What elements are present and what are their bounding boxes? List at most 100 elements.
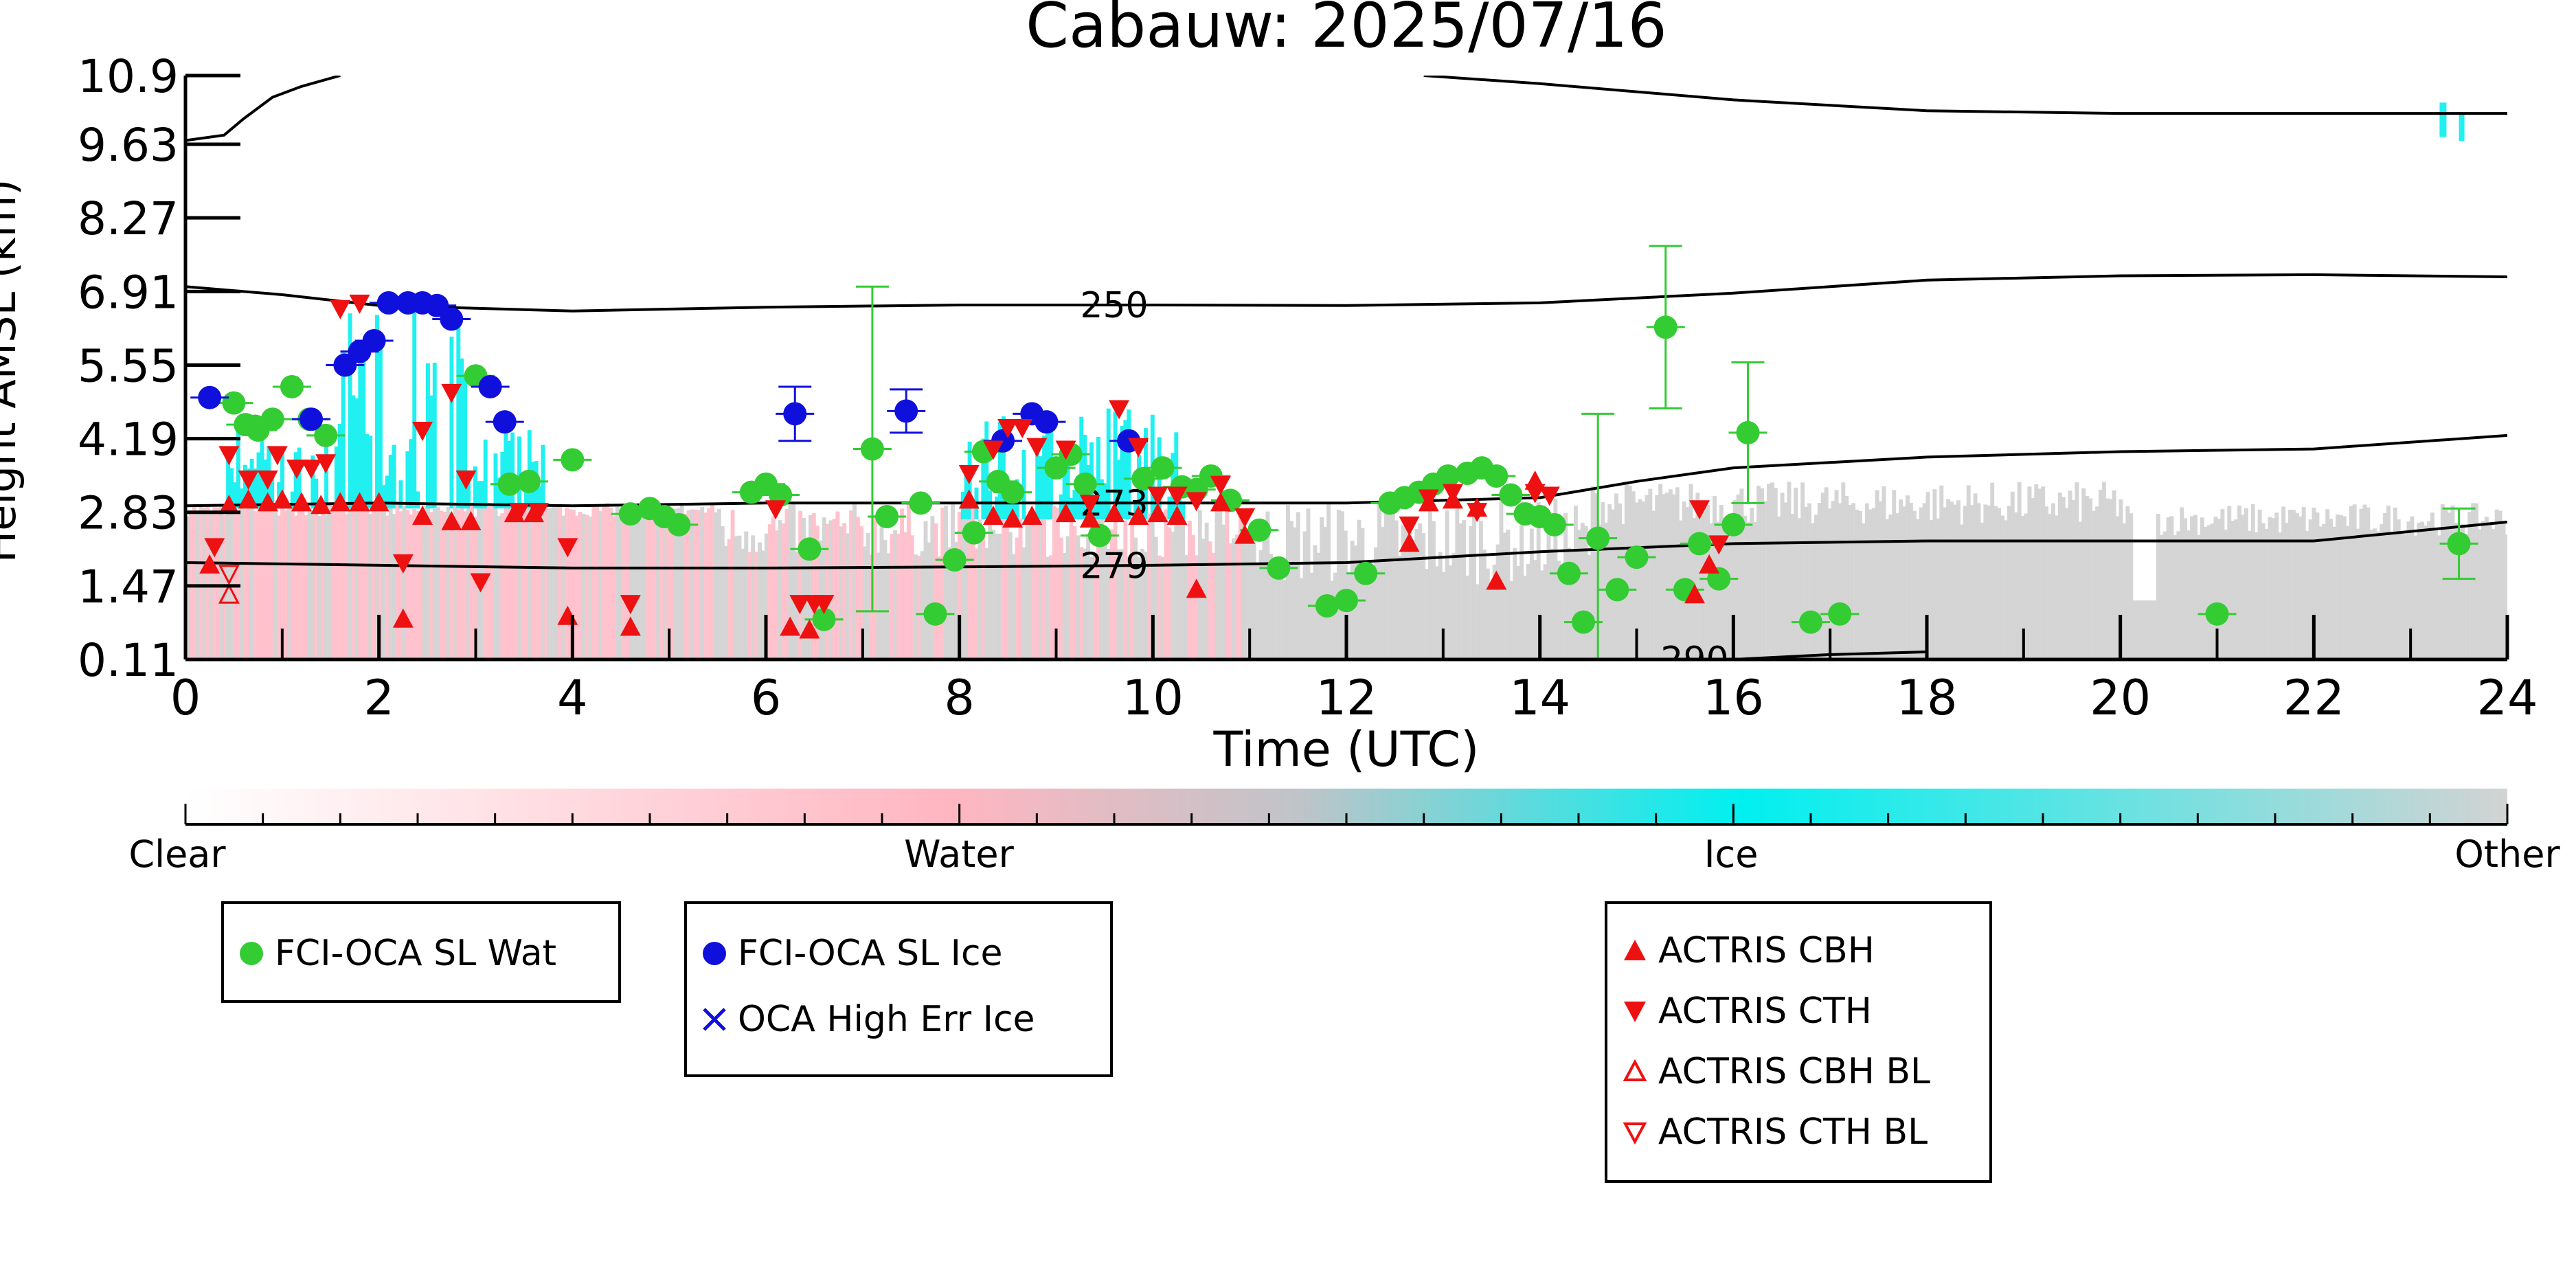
- background-column: [978, 519, 982, 659]
- background-column: [1052, 506, 1057, 659]
- background-column: [1059, 537, 1063, 659]
- background-column: [554, 507, 559, 659]
- background-column: [805, 544, 809, 659]
- background-column: [1218, 508, 1223, 659]
- background-column: [1174, 522, 1179, 659]
- data-point: [1399, 516, 1420, 536]
- blue-circle-marker-icon: [703, 942, 726, 965]
- background-column: [1956, 500, 1961, 659]
- background-column: [490, 504, 495, 659]
- ice-streak: [456, 322, 461, 509]
- background-column: [622, 506, 626, 659]
- data-point: [942, 548, 967, 572]
- background-column: [439, 510, 444, 659]
- background-column: [2342, 516, 2347, 659]
- background-column: [1062, 552, 1067, 659]
- background-column: [2491, 528, 2496, 659]
- background-column: [1760, 488, 1764, 659]
- background-column: [1641, 501, 1646, 659]
- background-column: [429, 512, 433, 659]
- data-point: [493, 410, 517, 434]
- ice-streak: [229, 468, 234, 509]
- background-column: [1181, 504, 1186, 659]
- data-point: [1708, 535, 1730, 555]
- background-column: [998, 533, 1002, 659]
- background-column: [354, 506, 359, 659]
- background-column: [2308, 519, 2313, 659]
- background-column: [1177, 510, 1182, 659]
- background-column: [1513, 547, 1517, 659]
- background-column: [1116, 549, 1121, 659]
- background-column: [2484, 517, 2489, 659]
- background-column: [2332, 526, 2337, 659]
- background-column: [1025, 525, 1030, 659]
- background-column: [1001, 508, 1006, 659]
- background-column: [1925, 492, 1930, 659]
- background-column: [2498, 510, 2502, 659]
- background-column: [2034, 484, 2039, 659]
- background-column: [1560, 580, 1565, 659]
- background-column: [270, 508, 275, 659]
- background-column: [815, 526, 820, 659]
- background-column: [1553, 499, 1558, 659]
- background-column: [307, 508, 312, 659]
- background-column: [971, 506, 975, 659]
- legend-label: ACTRIS CTH BL: [1658, 1111, 1928, 1153]
- background-column: [2210, 523, 2215, 659]
- background-column: [1665, 493, 1669, 659]
- background-column: [849, 510, 854, 659]
- ice-streak: [337, 423, 342, 509]
- legend-ice: FCI-OCA SL Ice OCA High Err Ice: [684, 901, 1113, 1077]
- background-column: [1882, 486, 1886, 659]
- isotherm-line-250: [185, 273, 2507, 313]
- background-column: [1946, 499, 1951, 659]
- background-column: [1015, 537, 1019, 659]
- background-column: [2061, 497, 2066, 659]
- background-column: [1766, 484, 1771, 659]
- ice-streak: [341, 350, 346, 509]
- background-column: [1614, 493, 1619, 659]
- background-column: [940, 508, 945, 659]
- tropopause-line: [185, 76, 341, 142]
- legend-entry-actris-cbh-bl: ACTRIS CBH BL: [1621, 1051, 1930, 1092]
- background-column: [2464, 534, 2469, 659]
- background-column: [1357, 519, 1362, 659]
- background-column: [734, 536, 738, 659]
- background-column: [2345, 526, 2350, 659]
- data-point: [1002, 508, 1024, 528]
- background-column: [2159, 534, 2164, 659]
- background-column: [1465, 576, 1470, 659]
- background-column: [378, 504, 383, 659]
- background-column: [1658, 484, 1663, 659]
- background-column: [2481, 521, 2485, 659]
- isotherm-line-273: [185, 433, 2507, 508]
- background-column: [846, 533, 850, 659]
- background-column: [297, 506, 302, 659]
- background-column: [2325, 509, 2330, 659]
- colorbar: Clear Water Ice Other: [128, 789, 2560, 876]
- legend-label: FCI-OCA SL Wat: [275, 933, 556, 974]
- background-column: [1915, 519, 1920, 659]
- ice-streak: [523, 487, 528, 509]
- background-column: [730, 510, 735, 659]
- background-column: [581, 514, 586, 659]
- background-column: [321, 510, 326, 659]
- background-column: [425, 504, 430, 659]
- background-column: [2241, 515, 2245, 659]
- background-column: [523, 504, 528, 659]
- background-column: [1783, 502, 1788, 659]
- background-column: [574, 515, 579, 659]
- data-point: [330, 300, 351, 319]
- data-point: [470, 573, 491, 593]
- background-column: [381, 506, 386, 659]
- background-column: [2075, 482, 2079, 659]
- data-point: [1021, 506, 1043, 526]
- background-column: [2437, 535, 2441, 659]
- data-point: [528, 503, 550, 523]
- background-column: [903, 532, 907, 659]
- background-column: [2396, 519, 2401, 659]
- data-point: [1001, 480, 1025, 504]
- background-column: [1333, 572, 1337, 659]
- background-column: [405, 510, 410, 659]
- background-column: [328, 504, 332, 659]
